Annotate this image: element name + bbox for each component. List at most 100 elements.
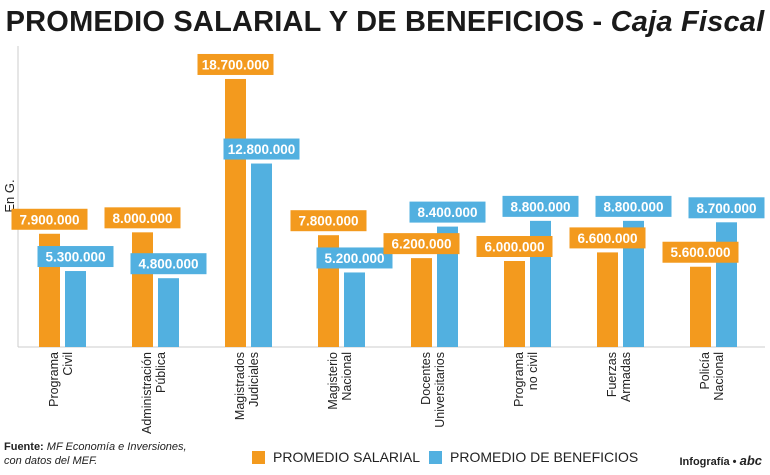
value-label-bg <box>502 195 579 217</box>
source-line-1: MF Economía e Inversiones, <box>46 441 187 453</box>
bar-salary-2 <box>132 232 153 347</box>
value-label-text: 6.600.000 <box>577 231 637 246</box>
category-label-line: Magistrados <box>233 352 247 420</box>
value-label-benefits-5: 8.400.000 <box>409 201 486 223</box>
value-label-bg <box>104 207 181 229</box>
category-label-line: Docentes <box>419 352 433 405</box>
value-label-text: 8.000.000 <box>112 211 172 226</box>
value-label-bg <box>595 195 672 217</box>
category-label-line: Pública <box>154 352 168 393</box>
value-label-text: 5.200.000 <box>324 251 384 266</box>
value-label-bg <box>130 253 207 275</box>
category-label-6: Programano civil <box>512 352 540 407</box>
value-label-benefits-4: 5.200.000 <box>316 247 393 269</box>
value-label-text: 12.800.000 <box>228 142 296 157</box>
chart-subtitle: Caja Fiscal <box>610 6 765 38</box>
bar-benefits-4 <box>344 272 365 347</box>
source-line-2: con datos del MEF. <box>4 455 98 467</box>
value-label-text: 7.900.000 <box>19 212 79 227</box>
legend-item-salary: PROMEDIO SALARIAL <box>252 449 420 465</box>
category-labels-group: ProgramaCivil AdministraciónPública Magist… <box>47 352 726 434</box>
legend-label-salary: PROMEDIO SALARIAL <box>273 449 421 465</box>
chart-title-main: PROMEDIO SALARIAL Y DE BENEFICIOS - <box>5 6 611 38</box>
category-label-line: Nacional <box>340 352 354 401</box>
category-label-8: PolicíaNacional <box>698 352 726 401</box>
legend-swatch-salary <box>252 450 265 464</box>
value-label-bg <box>569 227 646 249</box>
category-label-line: Programa <box>512 352 526 407</box>
value-labels-group: 7.900.000 5.300.000 8.000.000 4.800.000 18.7… <box>11 53 765 275</box>
bar-benefits-3 <box>251 163 272 347</box>
category-label-line: Armadas <box>619 352 633 402</box>
value-label-bg <box>383 233 460 255</box>
value-label-text: 5.600.000 <box>670 245 730 260</box>
value-label-bg <box>316 247 393 269</box>
value-label-salary-3: 18.700.000 <box>197 53 274 75</box>
chart-title: PROMEDIO SALARIAL Y DE BENEFICIOS - Caja… <box>0 6 770 39</box>
value-label-salary-4: 7.800.000 <box>290 210 367 232</box>
value-label-text: 7.800.000 <box>298 214 358 229</box>
category-label-line: Programa <box>47 352 61 407</box>
value-label-text: 5.300.000 <box>45 250 105 265</box>
value-label-bg <box>197 53 274 75</box>
source-label: Fuente: <box>4 441 44 453</box>
value-label-text: 8.400.000 <box>417 205 477 220</box>
value-label-salary-8: 5.600.000 <box>662 241 739 263</box>
value-label-text: 4.800.000 <box>138 257 198 272</box>
bar-benefits-5 <box>437 226 458 347</box>
footer-source: Fuente: MF Economía e Inversiones, con d… <box>4 440 187 468</box>
value-label-benefits-8: 8.700.000 <box>688 197 765 219</box>
value-label-benefits-7: 8.800.000 <box>595 195 672 217</box>
value-label-benefits-2: 4.800.000 <box>130 253 207 275</box>
category-label-5: DocentesUniversitarios <box>419 352 447 428</box>
value-label-bg <box>37 246 114 268</box>
bar-salary-7 <box>597 252 618 347</box>
value-label-bg <box>11 208 88 230</box>
category-label-1: ProgramaCivil <box>47 352 75 407</box>
category-label-line: Judiciales <box>247 352 261 407</box>
y-axis-label: En G. <box>2 179 17 212</box>
value-label-salary-2: 8.000.000 <box>104 207 181 229</box>
category-label-7: FuerzasArmadas <box>605 352 633 402</box>
bar-benefits-1 <box>65 271 86 347</box>
category-label-line: Universitarios <box>433 352 447 428</box>
legend-item-benefits: PROMEDIO DE BENEFICIOS <box>429 449 638 465</box>
value-label-text: 8.700.000 <box>696 201 756 216</box>
category-label-line: Administración <box>140 352 154 434</box>
credit: Infografía • abc <box>680 453 763 468</box>
brand-logo: abc <box>739 453 762 468</box>
category-label-line: Fuerzas <box>605 352 619 397</box>
category-label-line: Policía <box>698 352 712 390</box>
legend-swatch-benefits <box>429 450 442 464</box>
value-label-salary-1: 7.900.000 <box>11 208 88 230</box>
value-label-bg <box>476 236 553 257</box>
chart-area: En G. 7.900.000 5.300.000 8.000.000 4.800.0… <box>2 46 765 434</box>
category-label-4: MagisterioNacional <box>326 352 354 410</box>
value-label-text: 8.800.000 <box>510 199 570 214</box>
value-label-benefits-6: 8.800.000 <box>502 195 579 217</box>
value-label-salary-5: 6.200.000 <box>383 233 460 255</box>
value-label-text: 18.700.000 <box>202 57 270 72</box>
value-label-benefits-1: 5.300.000 <box>37 246 114 268</box>
bar-benefits-7 <box>623 220 644 347</box>
value-label-text: 8.800.000 <box>603 199 663 214</box>
bar-salary-8 <box>690 266 711 347</box>
category-label-line: Magisterio <box>326 352 340 410</box>
value-label-text: 6.200.000 <box>391 237 451 252</box>
bar-benefits-2 <box>158 278 179 347</box>
value-label-salary-7: 6.600.000 <box>569 227 646 249</box>
category-label-line: Nacional <box>712 352 726 401</box>
bar-benefits-8 <box>716 222 737 347</box>
value-label-bg <box>223 138 300 160</box>
bar-salary-6 <box>504 261 525 347</box>
bar-salary-3 <box>225 78 246 347</box>
bar-salary-5 <box>411 258 432 347</box>
legend-label-benefits: PROMEDIO DE BENEFICIOS <box>450 449 639 465</box>
category-label-line: Civil <box>61 352 75 376</box>
value-label-text: 6.000.000 <box>484 240 544 255</box>
value-label-salary-6: 6.000.000 <box>476 236 553 257</box>
category-label-line: no civil <box>526 352 540 390</box>
value-label-bg <box>662 241 739 263</box>
category-label-2: AdministraciónPública <box>140 352 168 434</box>
credit-label: Infografía • <box>679 456 737 468</box>
